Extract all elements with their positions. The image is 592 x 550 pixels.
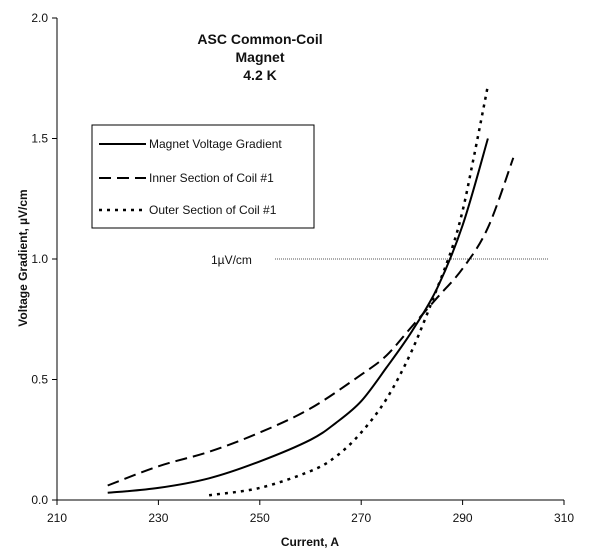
x-tick-label: 290 — [453, 511, 473, 525]
x-tick-label: 270 — [351, 511, 371, 525]
reference-line-label: 1µV/cm — [211, 253, 252, 267]
series-line-2 — [107, 157, 515, 487]
y-tick-label: 0.5 — [31, 373, 48, 387]
chart-title: ASC Common-Coil Magnet 4.2 K — [197, 31, 322, 83]
x-tick-label: 310 — [554, 511, 574, 525]
chart-title-line-3: 4.2 K — [243, 67, 276, 83]
y-tick-label: 1.0 — [31, 252, 48, 266]
x-tick-label: 250 — [250, 511, 270, 525]
chart-title-line-2: Magnet — [236, 49, 285, 65]
legend: Magnet Voltage Gradient Inner Section of… — [91, 124, 315, 229]
y-tick-label: 1.5 — [31, 132, 48, 146]
legend-label-inner: Inner Section of Coil #1 — [149, 171, 274, 185]
x-axis-title: Current, A — [281, 535, 340, 549]
legend-box — [91, 124, 315, 229]
legend-label-magnet: Magnet Voltage Gradient — [149, 137, 282, 151]
y-tick-label: 0.0 — [31, 493, 48, 507]
y-axis-title: Voltage Gradient, µV/cm — [16, 189, 30, 326]
x-axis-ticks: 210 230 250 270 290 310 — [47, 500, 574, 525]
legend-label-outer: Outer Section of Coil #1 — [149, 203, 277, 217]
x-tick-label: 210 — [47, 511, 67, 525]
x-tick-label: 230 — [148, 511, 168, 525]
y-axis-ticks: 0.0 0.5 1.0 1.5 2.0 — [31, 11, 57, 507]
y-tick-label: 2.0 — [31, 11, 48, 25]
chart-title-line-1: ASC Common-Coil — [197, 31, 322, 47]
series-group — [107, 85, 515, 497]
